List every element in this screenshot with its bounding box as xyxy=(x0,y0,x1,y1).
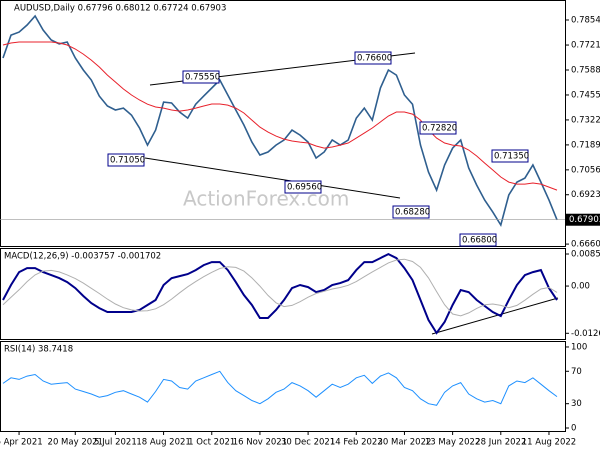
trend-line xyxy=(144,157,401,199)
x-tick-label: 30 Dec 2021 xyxy=(281,438,335,448)
x-tick-label: 16 Nov 2021 xyxy=(233,438,287,448)
series-line xyxy=(2,41,558,191)
y-tick-label: 0 xyxy=(571,424,576,434)
macd-title: MACD(12,26,9) -0.003757 -0.001702 xyxy=(4,252,161,262)
series-line xyxy=(2,14,558,227)
last-price-box xyxy=(566,213,600,226)
annotation-box xyxy=(491,149,529,163)
annotation: 0.68280 xyxy=(395,208,430,218)
y-tick-label: 0.69235 xyxy=(571,190,600,200)
macd-panel xyxy=(0,248,566,340)
y-tick-label: 100 xyxy=(571,342,587,352)
x-tick-label: 28 Jun 2022 xyxy=(475,438,526,448)
series-line xyxy=(2,258,558,317)
series-line xyxy=(2,370,558,406)
watermark: ActionForex.com xyxy=(183,187,349,211)
trend-line xyxy=(431,297,559,335)
annotation: 0.72820 xyxy=(422,124,457,134)
last-price-label: 0.67903 xyxy=(569,215,600,225)
y-tick-label: 0.008595 xyxy=(571,250,600,260)
y-tick-label: -0.01267 xyxy=(571,329,600,339)
x-tick-label: 11 Aug 2022 xyxy=(522,438,576,448)
y-tick-label: 0.66605 xyxy=(571,240,600,250)
annotation-box xyxy=(107,153,145,167)
annotation-box xyxy=(182,70,220,84)
price-title: AUDUSD,Daily 0.67796 0.68012 0.67724 0.6… xyxy=(14,4,226,14)
y-tick-label: 30 xyxy=(571,399,582,409)
x-tick-label: 30 Mar 2022 xyxy=(378,438,432,448)
x-tick-label: 6 Apr 2021 xyxy=(0,438,43,448)
annotation-box xyxy=(459,233,497,247)
x-tick-label: 13 May 2022 xyxy=(425,438,480,448)
x-tick-label: 1 Oct 2021 xyxy=(188,438,235,448)
x-tick-label: 20 May 2021 xyxy=(48,438,103,448)
annotation: 0.71050 xyxy=(110,156,145,166)
annotation-box xyxy=(392,205,430,219)
rsi-panel xyxy=(0,341,566,432)
annotation-box xyxy=(284,180,322,194)
series-line xyxy=(2,252,558,335)
y-tick-label: 70 xyxy=(571,367,582,377)
y-tick-label: 0.00 xyxy=(571,282,590,292)
x-tick-label: 18 Aug 2021 xyxy=(136,438,190,448)
annotation: 0.75550 xyxy=(185,73,220,83)
price-panel xyxy=(0,0,566,247)
annotation: 0.69560 xyxy=(287,183,322,193)
x-tick-label: 14 Feb 2022 xyxy=(330,438,383,448)
y-tick-label: 0.78545 xyxy=(571,15,600,25)
annotation-box xyxy=(419,121,457,135)
x-tick-label: 5 Jul 2021 xyxy=(94,438,137,448)
annotation-box xyxy=(354,51,392,65)
annotation: 0.66800 xyxy=(462,236,497,246)
annotation: 0.76600 xyxy=(357,54,392,64)
annotation: 0.71350 xyxy=(494,152,529,162)
rsi-title: RSI(14) 38.7418 xyxy=(4,345,73,355)
